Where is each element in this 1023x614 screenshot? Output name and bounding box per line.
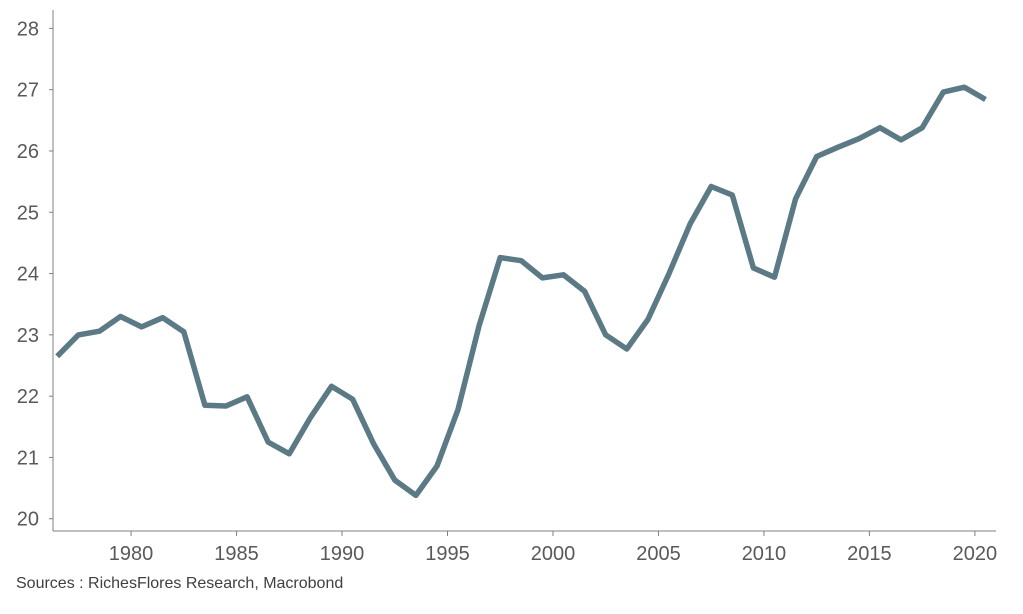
x-tick-label: 2020 (953, 543, 998, 565)
y-tick-label: 28 (17, 18, 39, 40)
x-tick-label: 1985 (214, 543, 259, 565)
y-tick-label: 25 (17, 202, 39, 224)
series-line-0 (55, 84, 987, 499)
y-tick-label: 22 (17, 386, 39, 408)
y-tick-label: 26 (17, 141, 39, 163)
x-axis-ticks: 1980 1985 1990 1995 2000 2005 2010 2015 2020 (109, 531, 997, 565)
y-tick-label: 21 (17, 447, 39, 469)
x-tick-label: 1995 (425, 543, 470, 565)
axes (52, 10, 996, 532)
y-tick-label: 20 (17, 509, 39, 531)
x-tick-label: 1980 (109, 543, 154, 565)
y-tick-label: 27 (17, 80, 39, 102)
x-tick-label: 2015 (847, 543, 892, 565)
x-tick-label: 1990 (320, 543, 365, 565)
x-tick-label: 2010 (742, 543, 787, 565)
source-note: Sources : RichesFlores Research, Macrobo… (16, 575, 344, 592)
x-tick-label: 2000 (531, 543, 576, 565)
x-tick-label: 2005 (636, 543, 681, 565)
y-tick-label: 23 (17, 325, 39, 347)
y-axis-ticks: 20 21 22 23 24 25 26 27 28 (17, 18, 53, 531)
y-tick-label: 24 (17, 264, 39, 286)
series-layer (55, 84, 987, 499)
